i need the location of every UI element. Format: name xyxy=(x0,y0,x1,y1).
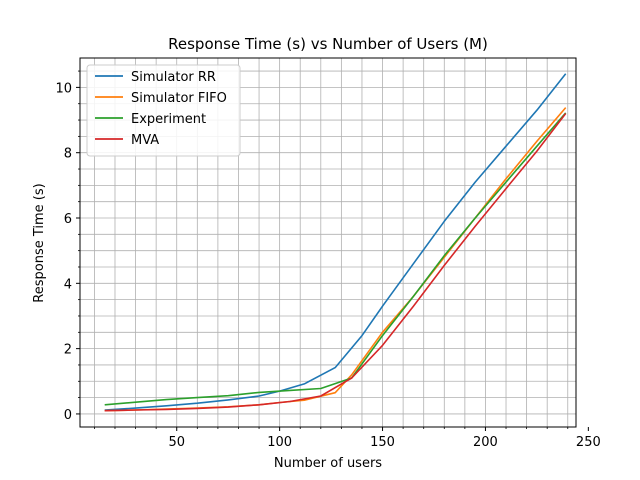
legend-box xyxy=(86,64,241,157)
y-tick-label: 0 xyxy=(64,408,72,423)
x-tick-label: 200 xyxy=(473,435,498,450)
x-tick-label: 100 xyxy=(267,435,292,450)
y-tick-label: 10 xyxy=(55,81,72,96)
x-tick-label: 150 xyxy=(370,435,395,450)
y-tick-label: 4 xyxy=(64,277,72,292)
x-axis-ticks: 50 100 150 200 250 xyxy=(94,427,601,450)
y-axis-label: Response Time (s) xyxy=(32,183,47,302)
legend-label-mva: MVA xyxy=(131,133,159,148)
y-axis-ticks: 0 2 4 6 8 10 xyxy=(55,70,80,423)
legend-label-experiment: Experiment xyxy=(131,112,206,127)
y-tick-label: 6 xyxy=(64,212,72,227)
series-group xyxy=(104,73,567,412)
y-tick-label: 8 xyxy=(64,147,72,162)
x-axis-label: Number of users xyxy=(274,456,382,471)
legend: Simulator RR Simulator FIFO Experiment MVA xyxy=(86,64,241,157)
legend-label-simulator-rr: Simulator RR xyxy=(131,70,216,85)
legend-label-simulator-fifo: Simulator FIFO xyxy=(131,91,227,106)
series-line-experiment xyxy=(104,112,567,406)
chart-title: Response Time (s) vs Number of Users (M) xyxy=(168,35,488,53)
series-line-simulator-rr xyxy=(104,73,567,411)
x-tick-label: 50 xyxy=(168,435,185,450)
x-tick-label: 250 xyxy=(576,435,601,450)
series-line-mva xyxy=(104,113,567,412)
plot-frame xyxy=(79,57,577,428)
y-tick-label: 2 xyxy=(64,343,72,358)
